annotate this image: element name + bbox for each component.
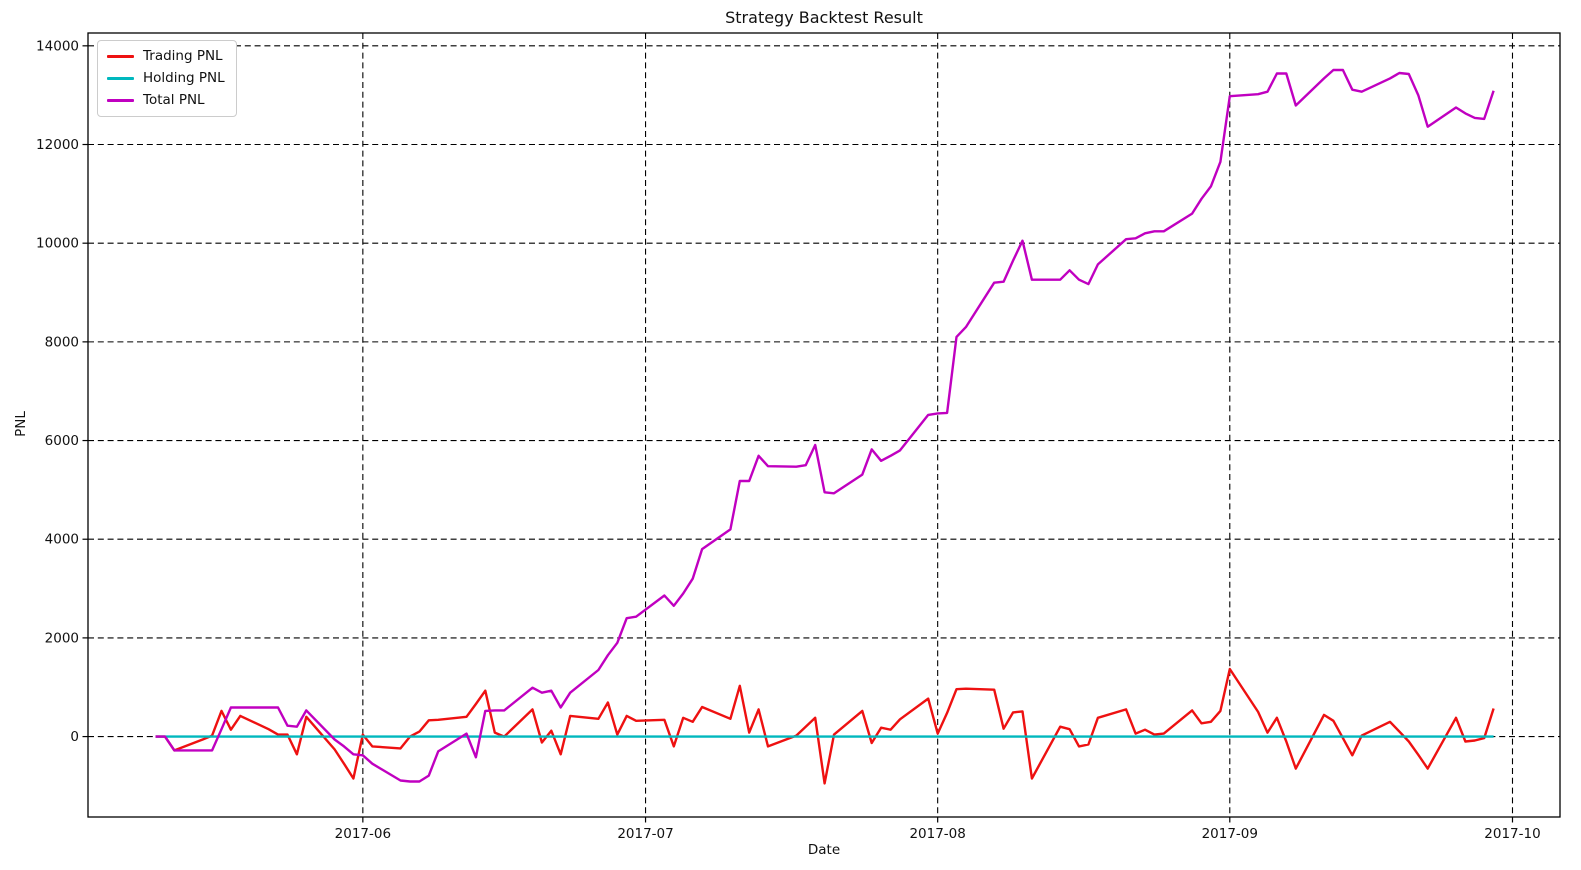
x-tick-label: 2017-10 [1484,826,1540,842]
x-tick-label: 2017-06 [335,826,391,842]
series-line-trading-pnl [155,667,1495,785]
y-tick-label: 10000 [36,236,79,252]
legend: Trading PNL Holding PNL Total PNL [97,40,237,117]
chart-title: Strategy Backtest Result [725,8,923,27]
total-pnl-line-swatch [107,98,134,102]
y-tick-label: 4000 [45,532,79,548]
legend-item-holding: Holding PNL [107,70,225,86]
x-tick-label: 2017-07 [617,826,673,842]
x-tick-label: 2017-08 [909,826,965,842]
y-tick-label: 0 [70,729,79,745]
holding-pnl-line-swatch [107,76,134,80]
x-axis-label: Date [807,842,841,858]
y-tick-label: 2000 [45,630,79,646]
y-tick-label: 8000 [45,334,79,350]
legend-label-trading: Trading PNL [143,48,223,64]
trading-pnl-line-swatch [107,54,134,58]
x-tick-label: 2017-09 [1202,826,1258,842]
legend-label-holding: Holding PNL [143,70,225,86]
legend-item-trading: Trading PNL [107,48,225,64]
y-tick-label: 14000 [36,38,79,54]
y-axis-label: PNL [12,411,29,437]
y-tick-label: 12000 [36,137,79,153]
series-line-total-pnl [155,68,1495,783]
plot-border [87,32,1561,818]
legend-item-total: Total PNL [107,92,225,108]
y-tick-label: 6000 [45,433,79,449]
legend-label-total: Total PNL [143,92,205,108]
